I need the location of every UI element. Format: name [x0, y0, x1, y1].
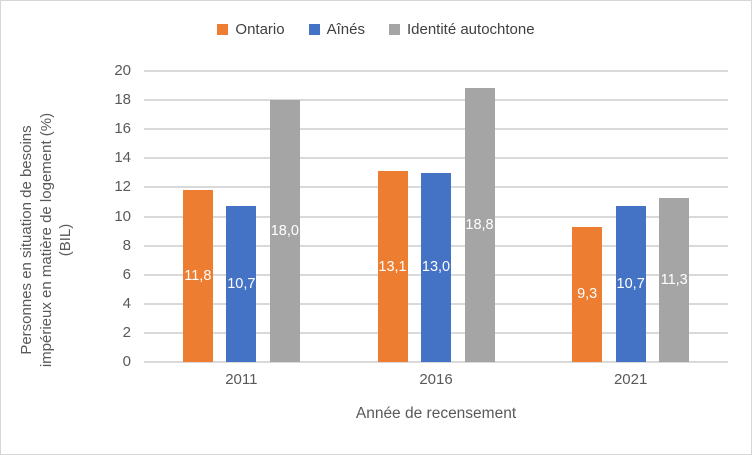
y-axis-title-line: (BIL): [57, 223, 74, 257]
legend-item-identit-autochtone[interactable]: Identité autochtone: [388, 21, 535, 38]
gridline: [144, 70, 728, 72]
bar-identit-autochtone-2011: 18,0: [269, 100, 300, 362]
legend-swatch-icon: [217, 24, 229, 35]
x-axis-line: [144, 361, 728, 363]
y-axis-title-line: Personnes en situation de besoins: [18, 125, 35, 355]
bar-value-label: 13,0: [421, 259, 451, 276]
y-axis-tick-label: 8: [122, 236, 131, 254]
x-axis-tick-label: 2016: [419, 371, 453, 388]
bar-a-n-s-2016: 13,0: [421, 172, 451, 362]
bar-identit-autochtone-2016: 18,8: [464, 88, 495, 362]
legend-item-a-n-s[interactable]: Aînés: [308, 21, 365, 38]
bar-value-label: 13,1: [378, 258, 407, 275]
bar-ontario-2021: 9,3: [572, 226, 603, 362]
y-axis-tick-label: 12: [114, 178, 131, 196]
y-axis-tick-label: 0: [122, 353, 131, 370]
y-axis-tick-label: 4: [122, 294, 131, 312]
legend: Ontario Aînés Identité autochtone: [1, 21, 751, 38]
gridline: [144, 157, 728, 160]
gridline: [144, 128, 728, 131]
legend-swatch-icon: [388, 24, 400, 35]
legend-label: Identité autochtone: [406, 21, 535, 38]
legend-item-ontario[interactable]: Ontario: [217, 21, 285, 38]
y-axis-tick-label: 14: [114, 149, 131, 167]
bar-value-label: 18,0: [270, 223, 299, 240]
x-axis-title: Année de recensement: [355, 405, 517, 422]
legend-swatch-icon: [308, 24, 320, 35]
y-axis-title: Personnes en situation de besoins impéri…: [17, 90, 79, 390]
y-axis-tick-label: 6: [122, 265, 131, 283]
legend-label: Aînés: [326, 21, 365, 38]
y-axis-tick-label: 2: [122, 323, 131, 341]
gridline: [144, 99, 728, 102]
bar-ontario-2016: 13,1: [377, 171, 408, 362]
bar-value-label: 18,8: [465, 217, 494, 234]
y-axis-title-line: impérieux en matière de logement (%): [37, 112, 55, 368]
bar-value-label: 10,7: [227, 276, 256, 293]
bar-a-n-s-2011: 10,7: [226, 206, 257, 362]
bar-value-label: 10,7: [616, 276, 645, 293]
bar-a-n-s-2021: 10,7: [615, 206, 646, 362]
x-axis-tick-label: 2021: [613, 371, 648, 388]
y-axis-tick-label: 20: [114, 62, 131, 79]
y-axis-tick-label: 18: [114, 91, 131, 109]
x-axis-tick-label: 2011: [225, 371, 258, 388]
bar-identit-autochtone-2021: 11,3: [659, 197, 690, 362]
y-axis-tick-label: 10: [114, 207, 131, 225]
bar-value-label: 9,3: [577, 286, 598, 303]
y-axis-tick-label: 16: [114, 120, 131, 138]
legend-label: Ontario: [235, 21, 285, 38]
bar-value-label: 11,3: [660, 271, 688, 288]
bar-ontario-2011: 11,8: [182, 190, 213, 362]
bar-value-label: 11,8: [184, 268, 212, 285]
